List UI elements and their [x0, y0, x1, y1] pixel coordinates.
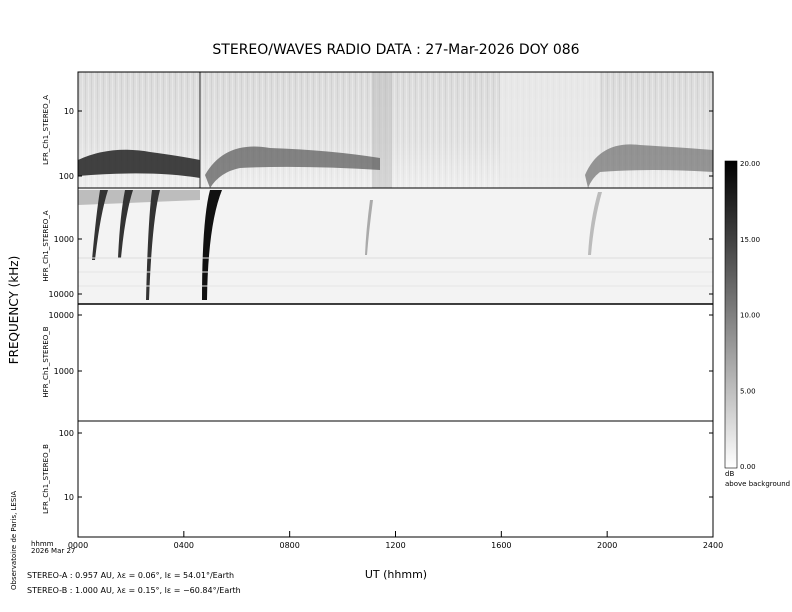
burst-lfr-a-2 — [205, 146, 380, 188]
colorbar-caption: above background — [725, 480, 790, 488]
y-tick-label: 1000 — [54, 235, 74, 244]
colorbar-unit: dB — [725, 470, 734, 478]
burst-hfr-a-2 — [118, 190, 133, 258]
footer-a: STEREO-A : 0.957 AU, λε = 0.06°, lε = 54… — [27, 571, 234, 580]
y-tick-label: 1000 — [54, 367, 74, 376]
x-axis-title: UT (hhmm) — [365, 568, 427, 581]
title: STEREO/WAVES RADIO DATA : 27-Mar-2026 DO… — [212, 42, 579, 58]
date-label: 2026 Mar 27 — [31, 547, 75, 555]
credit: Observatoire de Paris, LESIA — [10, 491, 18, 590]
x-tick-label: 2400 — [703, 541, 723, 550]
x-tick-label: 0400 — [174, 541, 194, 550]
y-tick-label: 10 — [64, 493, 74, 502]
x-tick-label: 1200 — [385, 541, 405, 550]
y-tick-label: 10 — [64, 107, 74, 116]
burst-hfr-a-5 — [365, 200, 373, 255]
burst-lfr-a — [78, 149, 200, 178]
colorbar-tick-label: 5.00 — [740, 387, 756, 395]
colorbar-tick-label: 15.00 — [740, 236, 760, 244]
y-tick-label: 100 — [59, 429, 74, 438]
x-tick-label: 0000 — [68, 541, 88, 550]
panel-label: LFR_Ch1_STEREO_B — [42, 444, 50, 514]
x-tick-label: 0800 — [279, 541, 299, 550]
burst-lfr-a-3 — [585, 144, 713, 188]
panel-label: HFR_Ch1_STEREO_A — [42, 210, 50, 281]
y-axis-title: FREQUENCY (kHz) — [7, 256, 21, 365]
panel-1-band — [372, 72, 392, 188]
x-unit-label: hhmm — [31, 540, 54, 548]
y-tick-label: 10000 — [49, 290, 74, 299]
y-tick-label: 10000 — [49, 311, 74, 320]
panel-2-background — [78, 188, 713, 304]
burst-hfr-a-top — [78, 190, 200, 205]
x-tick-label: 1600 — [491, 541, 511, 550]
colorbar-tick-label: 20.00 — [740, 160, 760, 168]
burst-hfr-a-6 — [588, 192, 602, 255]
colorbar — [724, 160, 738, 469]
panel-label: LFR_Ch1_STEREO_A — [42, 95, 50, 165]
panel-label: HFR_Ch1_STEREO_B — [42, 326, 50, 397]
x-tick-label: 2000 — [597, 541, 617, 550]
panel-1-quiet — [500, 72, 600, 188]
colorbar-tick-label: 0.00 — [740, 463, 756, 471]
footer-b: STEREO-B : 1.000 AU, λε = 0.15°, lε = −6… — [27, 586, 241, 595]
y-tick-label: 100 — [59, 172, 74, 181]
burst-hfr-a-1 — [92, 190, 108, 260]
colorbar-tick-label: 10.00 — [740, 312, 760, 320]
